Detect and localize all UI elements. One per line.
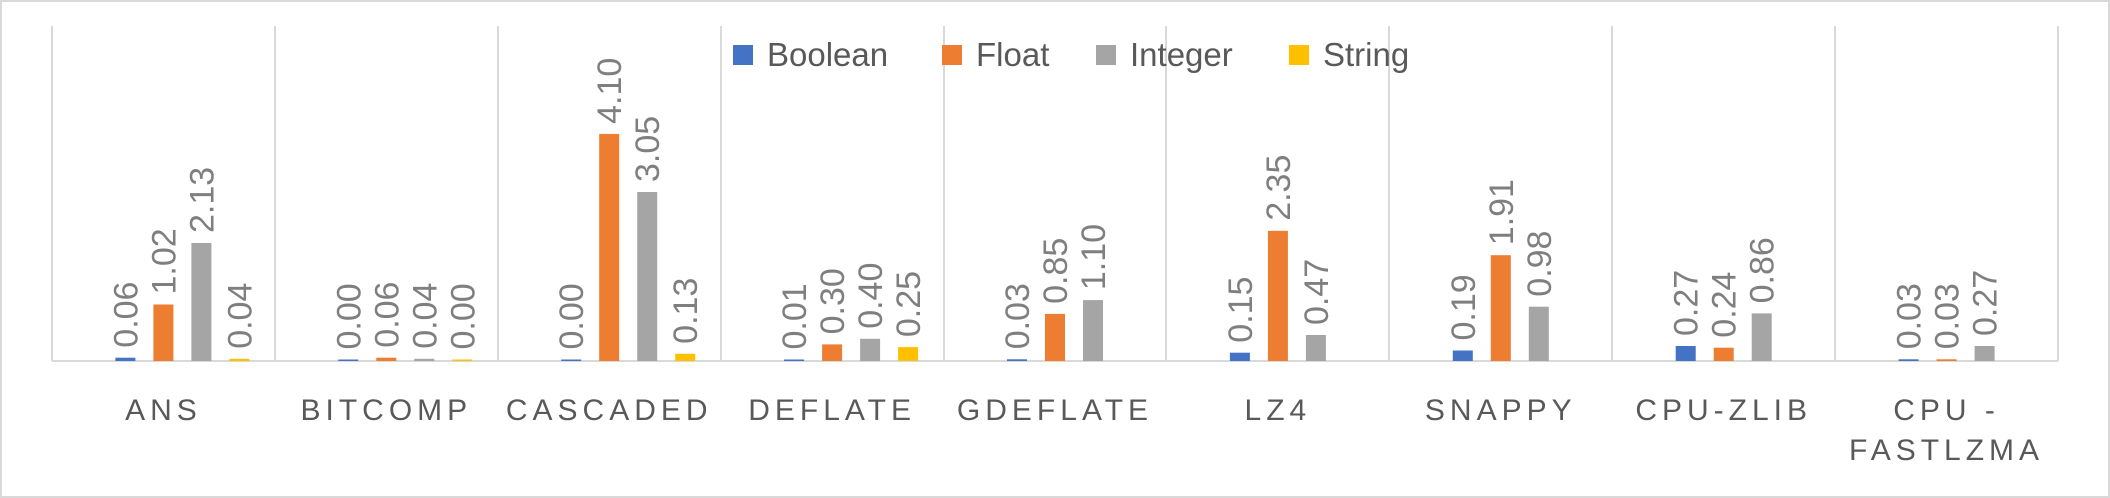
bar-boolean <box>1452 350 1473 361</box>
legend-label-integer: Integer <box>1130 36 1233 73</box>
bar-float <box>376 357 397 361</box>
data-label: 0.86 <box>1744 237 1782 303</box>
bar-boolean <box>784 359 805 361</box>
bar-boolean <box>1898 359 1919 361</box>
bar-boolean <box>1007 359 1027 361</box>
bar-string <box>229 358 250 361</box>
data-label: 2.35 <box>1260 155 1298 221</box>
data-label: 0.04 <box>406 283 444 349</box>
data-label: 3.05 <box>629 116 667 182</box>
data-label: 0.01 <box>776 283 814 349</box>
data-label: 0.03 <box>1929 283 1967 349</box>
bar-string <box>452 359 473 361</box>
data-label: 0.00 <box>553 283 591 349</box>
data-label: 0.24 <box>1706 272 1744 338</box>
legend-swatch-integer <box>1096 45 1116 65</box>
bar-float <box>822 344 843 361</box>
category-dividers <box>51 26 2059 361</box>
data-label: 0.98 <box>1521 231 1559 297</box>
bar-float <box>1490 255 1511 361</box>
bar-boolean <box>1675 346 1696 361</box>
category-label: CPU-ZLIB <box>1635 394 1812 427</box>
data-label: 1.10 <box>1075 224 1113 290</box>
data-label: 0.00 <box>330 283 368 349</box>
data-label: 0.06 <box>368 282 406 348</box>
bar-integer <box>191 243 212 361</box>
bar-float <box>1045 313 1065 361</box>
bar-boolean <box>1229 352 1250 361</box>
data-labels: 0.061.022.130.04 0.00 0.06 0.04 0.00 0.004.10… <box>107 58 2004 350</box>
bar-boolean <box>338 359 359 361</box>
bar-integer <box>1974 346 1995 361</box>
legend-label-boolean: Boolean <box>767 36 888 73</box>
bar-boolean <box>115 357 136 361</box>
data-label: 0.04 <box>221 283 259 349</box>
bar-float <box>1713 347 1734 361</box>
bar-boolean <box>561 359 582 361</box>
legend-label-float: Float <box>976 36 1049 73</box>
bar-string <box>898 347 919 361</box>
category-label: GDEFLATE <box>957 394 1153 427</box>
bars <box>115 133 1995 361</box>
legend-label-string: String <box>1323 36 1409 73</box>
category-label: BITCOMP <box>300 394 472 427</box>
bar-integer <box>1083 300 1103 361</box>
bar-integer <box>1528 306 1549 361</box>
data-label: 2.13 <box>183 167 221 233</box>
data-label: 0.25 <box>890 271 928 337</box>
data-label: 0.27 <box>1967 270 2005 336</box>
data-label: 0.06 <box>107 282 145 348</box>
category-labels: ANS BITCOMP CASCADED DEFLATE GDEFLATE LZ4 SNAP… <box>125 394 2044 467</box>
data-label: 0.47 <box>1298 259 1336 325</box>
legend-swatch-boolean <box>733 45 753 65</box>
bar-integer <box>414 358 435 361</box>
category-label: LZ4 <box>1245 394 1312 427</box>
data-label: 0.27 <box>1668 270 1706 336</box>
data-label: 0.03 <box>999 283 1037 349</box>
data-label: 0.30 <box>814 268 852 334</box>
legend-swatch-float <box>942 45 962 65</box>
category-label: SNAPPY <box>1425 394 1577 427</box>
data-label: 1.91 <box>1483 179 1521 245</box>
bar-float <box>153 304 174 361</box>
data-label: 0.00 <box>444 283 482 349</box>
data-label: 0.19 <box>1445 274 1483 340</box>
bar-float <box>1267 230 1288 361</box>
data-label: 4.10 <box>591 58 629 124</box>
data-label: 0.85 <box>1037 238 1075 304</box>
category-label: FASTLZMA <box>1849 434 2044 467</box>
bar-integer <box>860 338 881 361</box>
data-label: 1.02 <box>145 228 183 294</box>
data-label: 0.03 <box>1891 283 1929 349</box>
legend: Boolean Float Integer String <box>733 36 1409 73</box>
bar-integer <box>1751 313 1772 361</box>
bar-string <box>675 353 696 361</box>
data-label: 0.15 <box>1222 277 1260 343</box>
bar-float <box>599 133 620 361</box>
category-label: DEFLATE <box>748 394 916 427</box>
bar-integer <box>637 192 658 361</box>
data-label: 0.40 <box>852 263 890 329</box>
category-label: CASCADED <box>506 394 713 427</box>
bar-integer <box>1305 335 1326 361</box>
bar-float <box>1936 359 1957 361</box>
legend-swatch-string <box>1289 45 1309 65</box>
category-label: ANS <box>125 394 202 427</box>
data-label: 0.13 <box>667 278 705 344</box>
category-label: CPU - <box>1893 394 2000 427</box>
